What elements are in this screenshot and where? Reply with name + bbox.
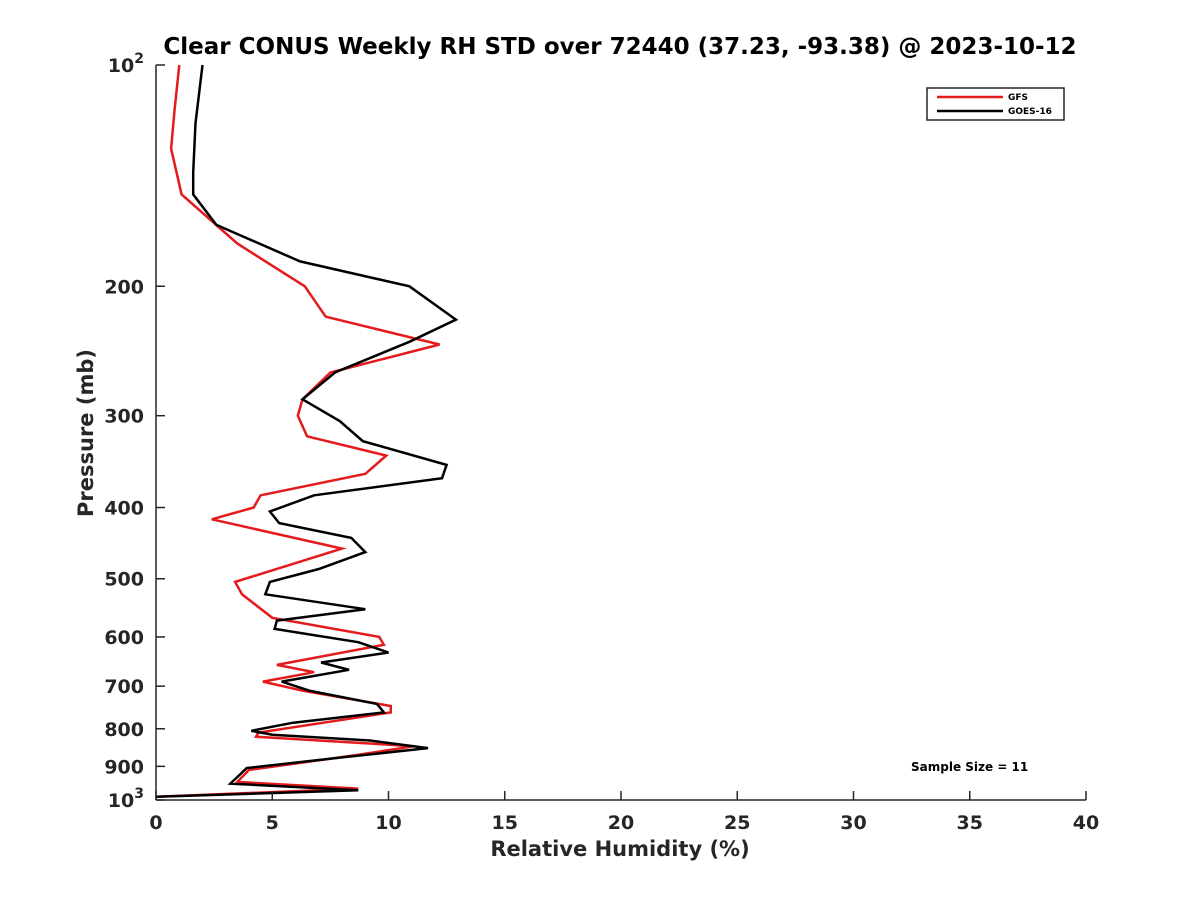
sample-size-annotation: Sample Size = 11 <box>911 760 1028 774</box>
x-tick-label: 0 <box>149 812 162 834</box>
x-tick-label: 35 <box>957 812 983 834</box>
x-tick-label: 10 <box>375 812 401 834</box>
y-tick-label: 500 <box>104 569 144 591</box>
x-tick-label: 30 <box>840 812 866 834</box>
y-tick-label: 400 <box>104 498 144 520</box>
y-tick-label: 200 <box>104 276 144 298</box>
x-axis-title: Relative Humidity (%) <box>490 837 749 861</box>
plot-lines <box>155 64 459 799</box>
legend: GFS GOES-16 <box>926 87 1065 121</box>
y-axis-title: Pressure (mb) <box>74 349 98 517</box>
chart-title: Clear CONUS Weekly RH STD over 72440 (37… <box>163 34 1076 60</box>
x-tick-label: 15 <box>492 812 518 834</box>
y-tick-label: 300 <box>104 406 144 428</box>
legend-label-goes16: GOES-16 <box>1008 107 1052 117</box>
y-tick-label: 102 <box>108 51 144 77</box>
y-tick-label: 600 <box>104 627 144 649</box>
legend-box <box>926 87 1065 121</box>
x-tick-label: 5 <box>266 812 279 834</box>
legend-label-gfs: GFS <box>1008 93 1028 103</box>
y-tick-label: 700 <box>104 676 144 698</box>
x-tick-label: 20 <box>608 812 634 834</box>
y-tick-label: 103 <box>108 786 144 812</box>
x-tick-label: 25 <box>724 812 750 834</box>
y-tick-label: 900 <box>104 756 144 778</box>
series-line-gfs <box>155 64 440 799</box>
ticks: 0 5 10 15 20 25 30 35 40 102 200 300 400 500 600 700 800… <box>104 51 1099 834</box>
x-tick-label: 40 <box>1073 812 1099 834</box>
series-line-goes16 <box>155 64 459 799</box>
y-tick-label: 800 <box>104 719 144 741</box>
